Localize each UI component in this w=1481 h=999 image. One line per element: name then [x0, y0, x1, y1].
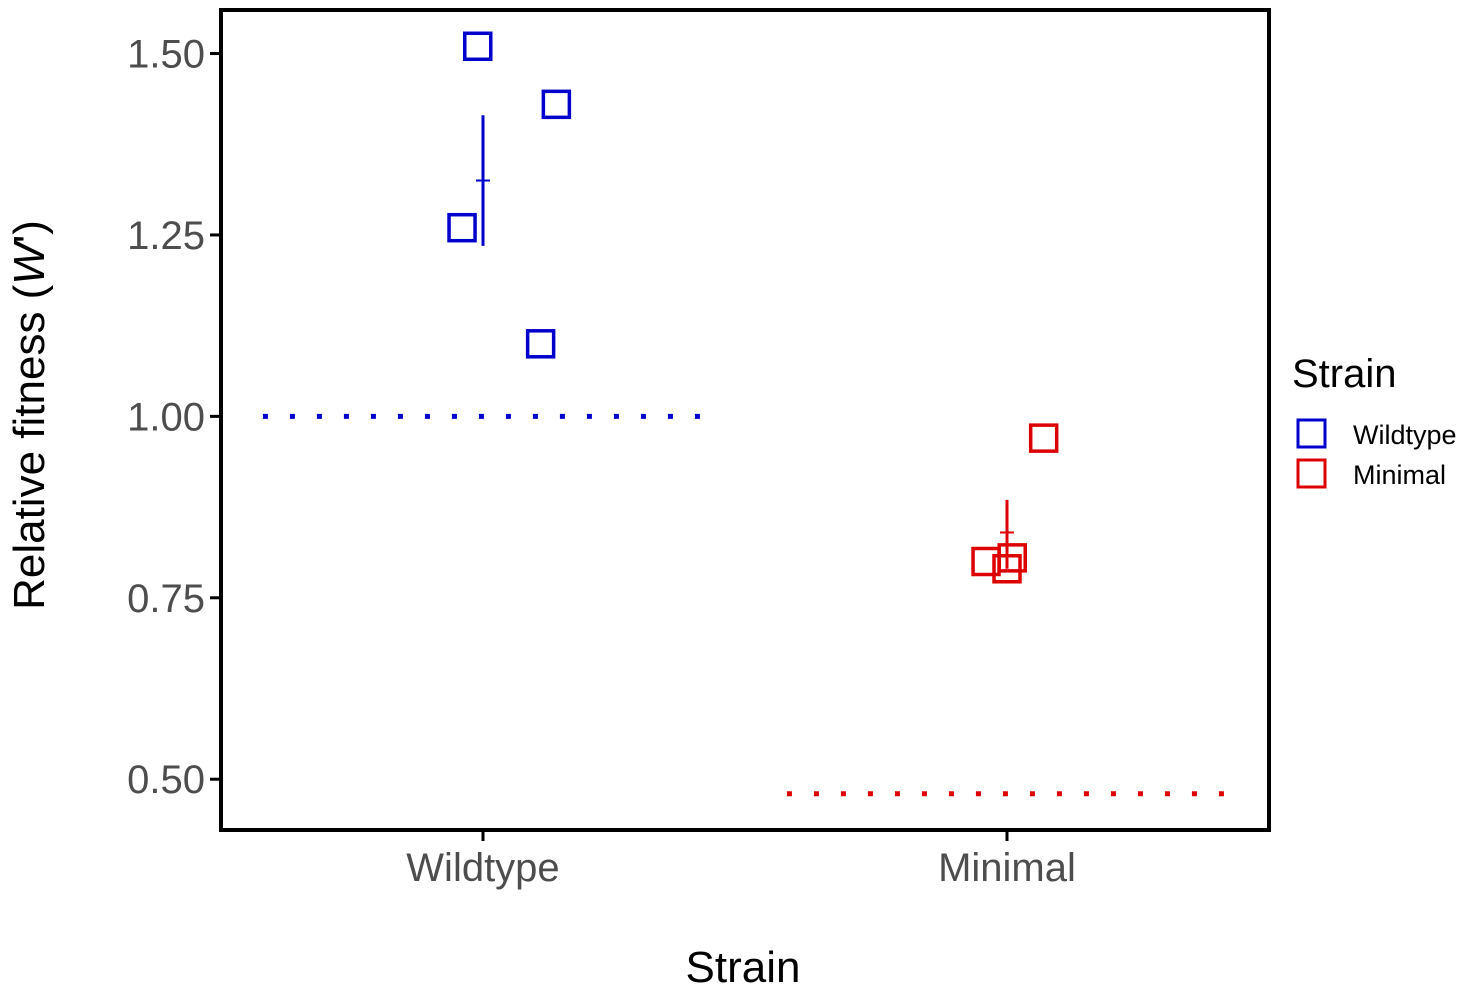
data-point [992, 554, 1022, 584]
y-axis-title-text: Relative fitness ( [5, 284, 54, 610]
legend-title: Strain [1292, 352, 1397, 396]
y-tick-label: 0.50 [127, 758, 205, 802]
y-tick-label: 1.25 [127, 214, 205, 258]
data-point [1028, 423, 1059, 453]
x-tick-label: Wildtype [406, 846, 559, 890]
data-point [463, 31, 493, 62]
y-axis-title-italic: W [5, 240, 54, 285]
data-point [447, 212, 477, 243]
legend-label: Minimal [1353, 460, 1446, 490]
y-tick-label: 1.50 [127, 33, 205, 77]
data-point [525, 329, 556, 359]
panel-border [219, 8, 1271, 832]
legend-key [1296, 418, 1327, 449]
y-axis-title: Relative fitness (W') [5, 220, 54, 610]
y-tick-label: 1.00 [127, 395, 205, 439]
data-point [997, 543, 1027, 573]
legend-label: Wildtype [1353, 420, 1457, 450]
legend: Wildtype Minimal [1296, 418, 1457, 490]
data-point [541, 89, 572, 120]
axes: 0.50 0.75 1.00 1.25 1.50 Wildtype Minimal [127, 33, 1076, 890]
legend-key [1296, 458, 1327, 489]
x-axis-title: Strain [686, 943, 801, 992]
y-axis-title-suffix: ') [5, 220, 54, 243]
y-tick-label: 0.75 [127, 577, 205, 621]
plot-area [262, 31, 1228, 797]
x-tick-label: Minimal [938, 846, 1076, 890]
